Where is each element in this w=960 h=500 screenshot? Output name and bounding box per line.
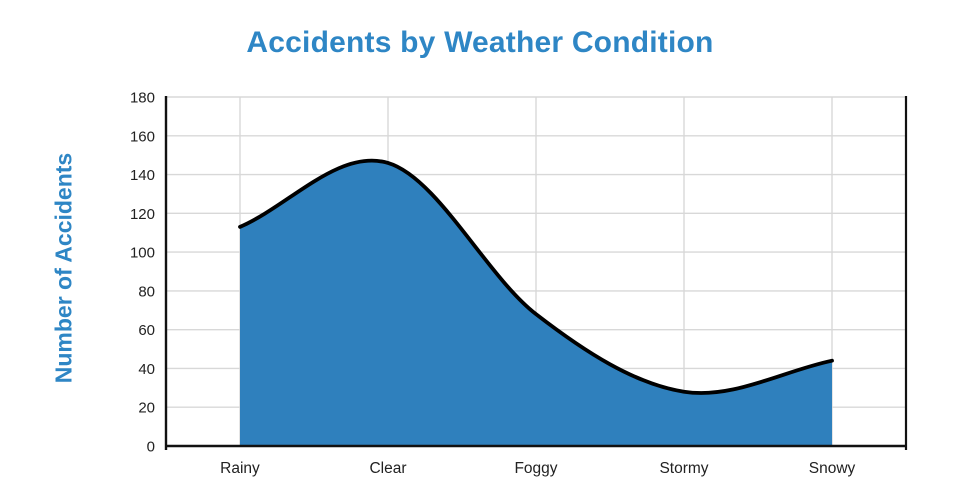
x-tick-label: Stormy (659, 460, 708, 477)
y-tick-label: 0 (147, 439, 155, 456)
x-tick-label: Snowy (809, 460, 856, 477)
chart-title: Accidents by Weather Condition (246, 26, 714, 59)
y-tick-label: 180 (130, 90, 155, 107)
y-tick-label: 140 (130, 167, 155, 184)
y-tick-label: 100 (130, 245, 155, 262)
x-tick-label: Rainy (220, 460, 260, 477)
y-tick-label: 120 (130, 206, 155, 223)
x-tick-label: Clear (369, 460, 406, 477)
y-tick-label: 80 (138, 283, 155, 300)
y-tick-label: 60 (138, 322, 155, 339)
line-series (238, 158, 834, 395)
y-tick-label: 20 (138, 400, 155, 417)
x-tick-label: Foggy (514, 460, 557, 477)
y-tick-label: 40 (138, 361, 155, 378)
area-series (240, 160, 832, 446)
y-tick-label: 160 (130, 128, 155, 145)
